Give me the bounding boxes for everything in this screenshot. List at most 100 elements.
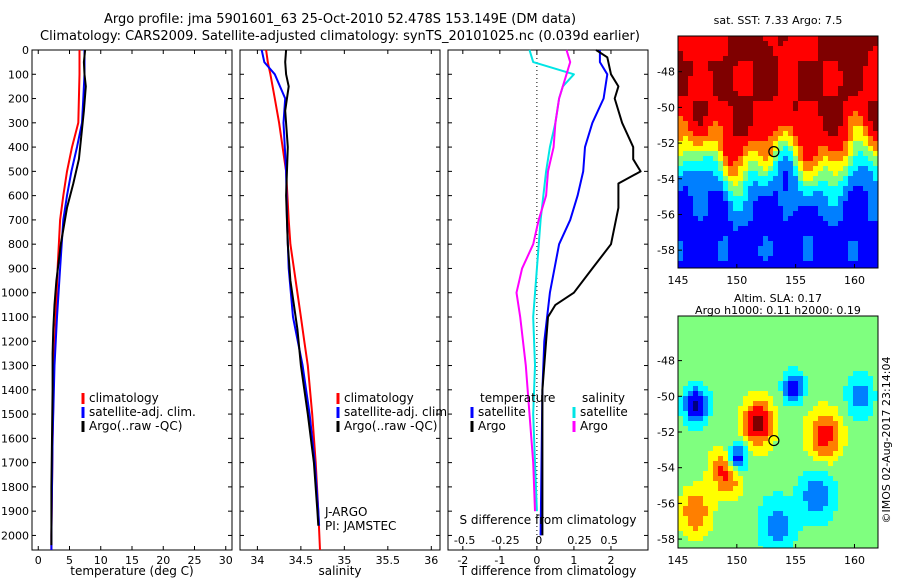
map-cell bbox=[858, 416, 864, 422]
map-cell bbox=[848, 41, 854, 47]
map-cell bbox=[868, 411, 874, 417]
map-cell bbox=[848, 236, 854, 242]
map-cell bbox=[808, 116, 814, 122]
map-cell bbox=[758, 361, 764, 367]
map-cell bbox=[808, 331, 814, 337]
map-cell bbox=[733, 221, 739, 227]
map-cell bbox=[798, 326, 804, 332]
map-cell bbox=[728, 466, 734, 472]
map-cell bbox=[723, 126, 729, 132]
map-cell bbox=[738, 61, 744, 67]
map-cell bbox=[823, 536, 829, 542]
map-cell bbox=[848, 36, 854, 42]
map-cell bbox=[853, 471, 859, 477]
map-cell bbox=[843, 476, 849, 482]
map-cell bbox=[688, 206, 694, 212]
map-cell bbox=[818, 91, 824, 97]
map-cell bbox=[868, 481, 874, 487]
map-cell bbox=[703, 181, 709, 187]
map-cell bbox=[713, 111, 719, 117]
map-cell bbox=[738, 346, 744, 352]
map-cell bbox=[748, 391, 754, 397]
map-cell bbox=[728, 56, 734, 62]
map-cell bbox=[783, 261, 789, 267]
map-cell bbox=[743, 356, 749, 362]
map-cell bbox=[773, 81, 779, 87]
map-cell bbox=[783, 481, 789, 487]
map-cell bbox=[808, 496, 814, 502]
map-cell bbox=[733, 86, 739, 92]
map-cell bbox=[843, 491, 849, 497]
map-cell bbox=[698, 316, 704, 322]
map-cell bbox=[738, 256, 744, 262]
map-cell bbox=[873, 66, 878, 72]
map-cell bbox=[693, 446, 699, 452]
map-cell bbox=[753, 356, 759, 362]
map-cell bbox=[788, 101, 794, 107]
map-cell bbox=[798, 441, 804, 447]
map-cell bbox=[873, 411, 878, 417]
map-cell bbox=[753, 66, 759, 72]
map-cell bbox=[773, 436, 779, 442]
map-cell bbox=[768, 66, 774, 72]
map-cell bbox=[743, 411, 749, 417]
map-cell bbox=[838, 81, 844, 87]
map-cell bbox=[688, 546, 694, 548]
map-cell bbox=[803, 241, 809, 247]
map-cell bbox=[813, 361, 819, 367]
map-cell bbox=[743, 86, 749, 92]
map-cell bbox=[838, 316, 844, 322]
map-cell bbox=[773, 111, 779, 117]
map-cell bbox=[738, 91, 744, 97]
map-cell bbox=[793, 481, 799, 487]
map-cell bbox=[758, 51, 764, 57]
map-cell bbox=[798, 226, 804, 232]
map-cell bbox=[863, 51, 869, 57]
map-cell bbox=[803, 546, 809, 548]
map-cell bbox=[763, 436, 769, 442]
map-cell bbox=[863, 86, 869, 92]
map-cell bbox=[718, 446, 724, 452]
map-cell bbox=[843, 36, 849, 42]
map-cell bbox=[753, 436, 759, 442]
map-cell bbox=[788, 401, 794, 407]
map-cell bbox=[743, 531, 749, 537]
map-cell bbox=[698, 251, 704, 257]
map-cell bbox=[713, 526, 719, 532]
map-cell bbox=[738, 251, 744, 257]
map-cell bbox=[768, 226, 774, 232]
map-cell bbox=[688, 521, 694, 527]
map-cell bbox=[753, 346, 759, 352]
map-cell bbox=[748, 206, 754, 212]
map-cell bbox=[703, 336, 709, 342]
map-cell bbox=[823, 36, 829, 42]
map-cell bbox=[838, 406, 844, 412]
map-cell bbox=[763, 456, 769, 462]
map-cell bbox=[698, 486, 704, 492]
map-cell bbox=[763, 196, 769, 202]
map-cell bbox=[678, 136, 684, 142]
x-tick-label: 15 bbox=[125, 554, 139, 567]
map-cell bbox=[868, 186, 874, 192]
map-cell bbox=[698, 411, 704, 417]
map-cell bbox=[788, 156, 794, 162]
map-cell bbox=[738, 146, 744, 152]
map-cell bbox=[688, 171, 694, 177]
map-cell bbox=[723, 346, 729, 352]
map-cell bbox=[848, 51, 854, 57]
map-cell bbox=[843, 481, 849, 487]
map-cell bbox=[818, 476, 824, 482]
map-cell bbox=[823, 351, 829, 357]
map-cell bbox=[838, 56, 844, 62]
map-cell bbox=[693, 116, 699, 122]
map-cell bbox=[808, 371, 814, 377]
map-cell bbox=[688, 531, 694, 537]
map-cell bbox=[788, 126, 794, 132]
map-cell bbox=[833, 456, 839, 462]
map-cell bbox=[813, 201, 819, 207]
map-cell bbox=[708, 546, 714, 548]
map-cell bbox=[708, 256, 714, 262]
map-cell bbox=[683, 131, 689, 137]
map-cell bbox=[843, 486, 849, 492]
map-cell bbox=[748, 161, 754, 167]
